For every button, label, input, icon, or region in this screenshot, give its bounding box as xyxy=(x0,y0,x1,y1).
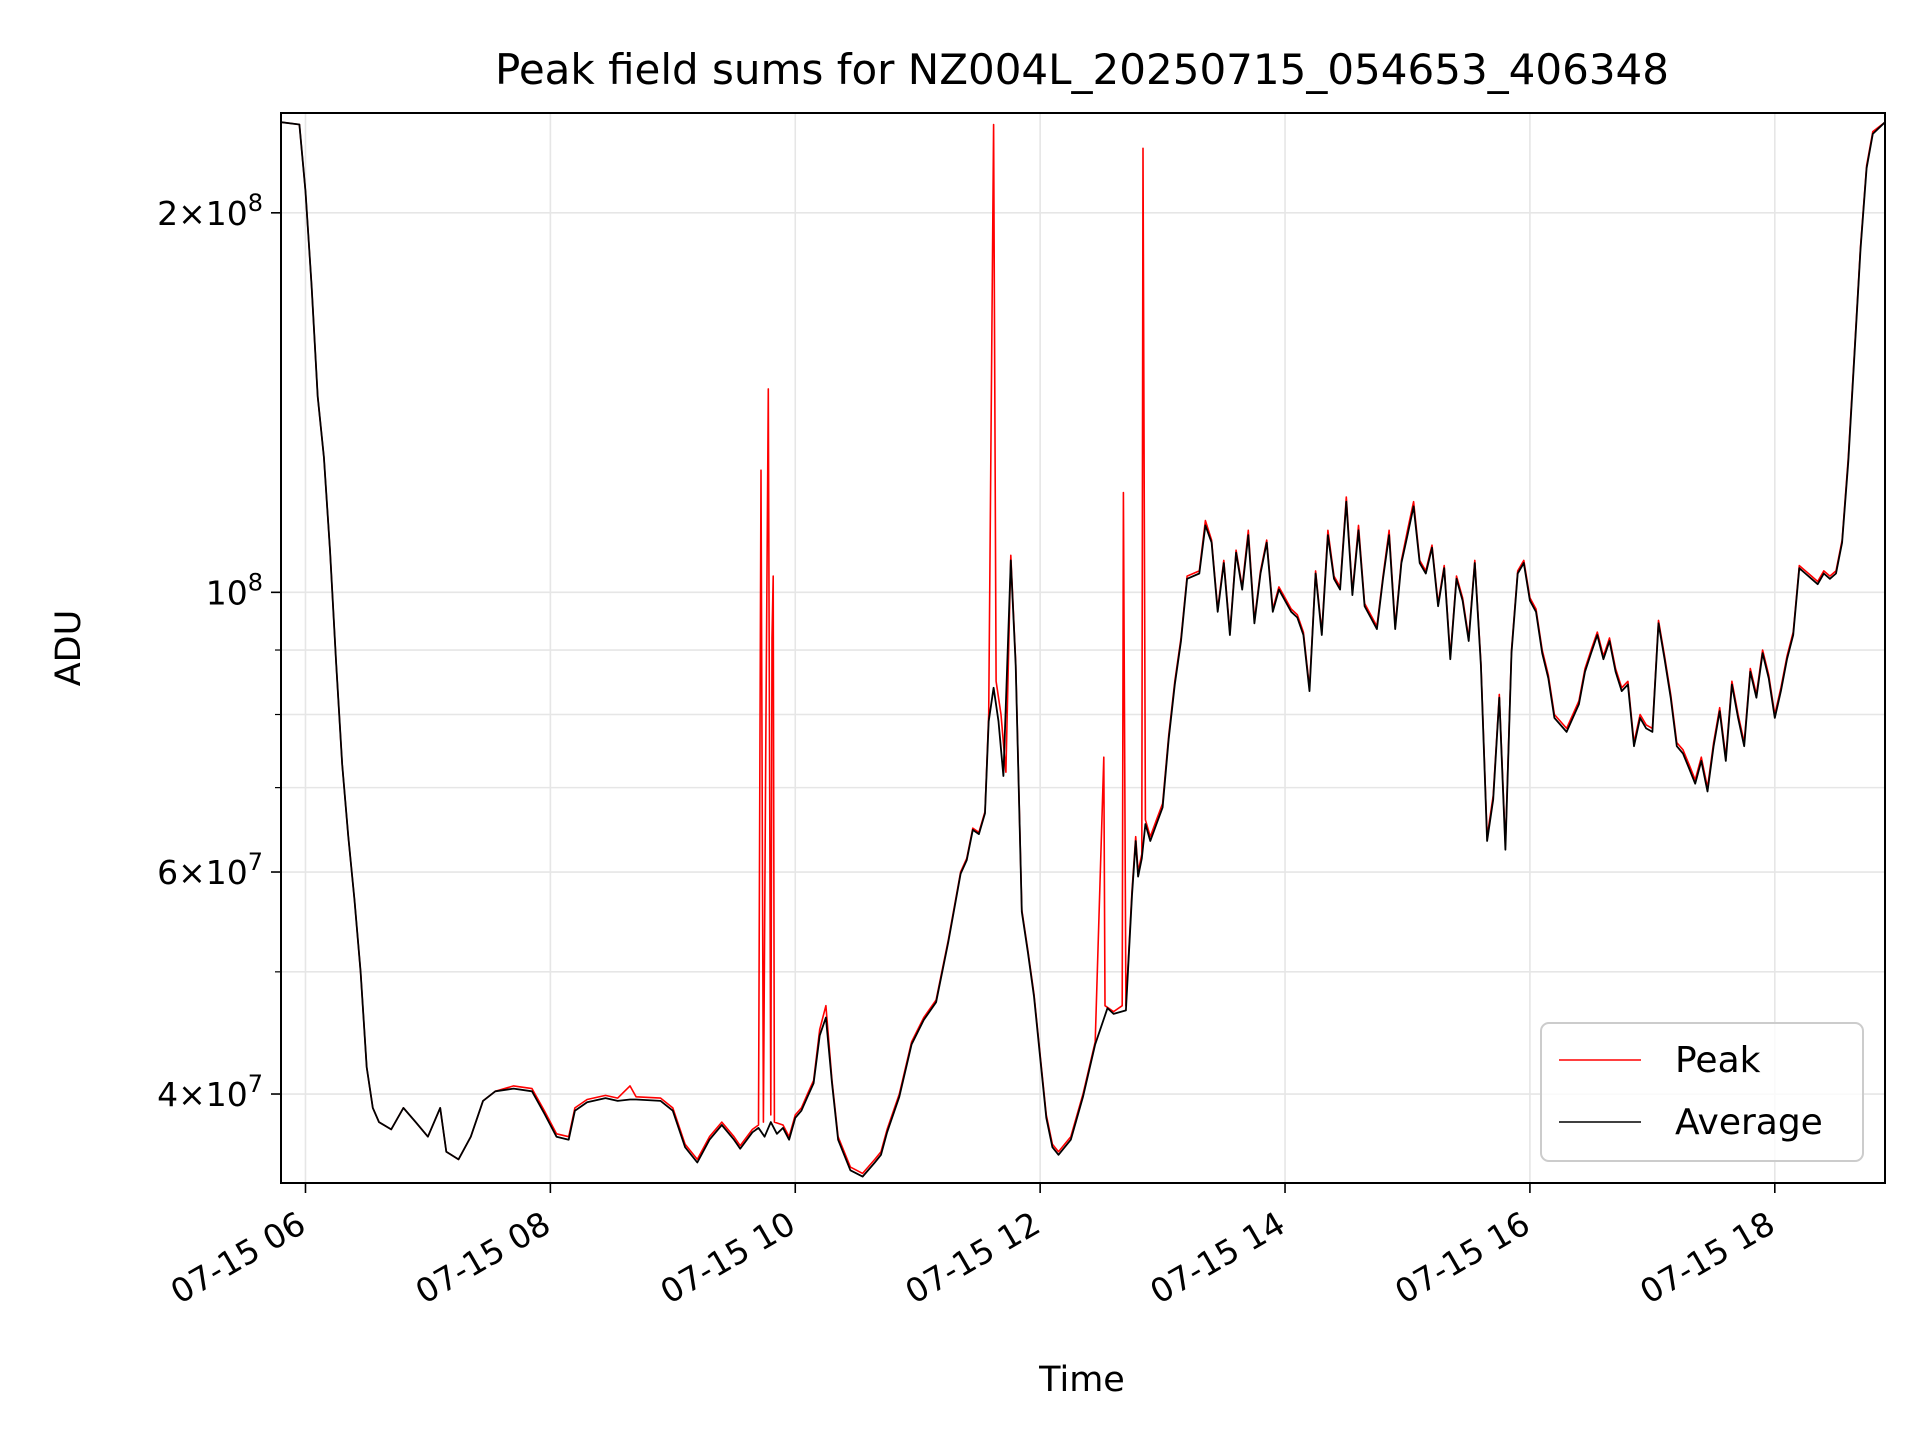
x-axis: 07-15 06 07-15 08 07-15 10 07-15 12 07-15 14… xyxy=(164,1183,1781,1312)
x-tick-label: 07-15 08 xyxy=(409,1204,557,1312)
y-tick-label: 4×107 xyxy=(157,1070,263,1114)
y-tick-times: × xyxy=(178,194,206,233)
y-tick-times: × xyxy=(178,853,206,892)
y-tick-label: 108 xyxy=(206,568,263,612)
chart-title: Peak field sums for NZ004L_20250715_0546… xyxy=(495,45,1669,94)
y-tick-base: 10 xyxy=(206,1075,248,1114)
grid xyxy=(281,113,1885,1183)
y-tick-base: 10 xyxy=(206,853,248,892)
legend-label-peak: Peak xyxy=(1675,1040,1761,1081)
y-tick-exponent: 7 xyxy=(248,1070,263,1098)
x-axis-label: Time xyxy=(1038,1360,1125,1400)
x-tick-label: 07-15 06 xyxy=(164,1204,312,1312)
legend-label-average: Average xyxy=(1675,1102,1823,1143)
y-tick-exponent: 8 xyxy=(248,568,263,596)
legend: Peak Average xyxy=(1540,1022,1864,1162)
y-tick-exponent: 7 xyxy=(248,848,263,876)
x-tick-label: 07-15 12 xyxy=(899,1204,1047,1312)
x-tick-label: 07-15 18 xyxy=(1633,1204,1781,1312)
y-tick-label: 2×108 xyxy=(157,189,263,233)
y-tick-base: 10 xyxy=(206,573,248,612)
y-tick-exponent: 8 xyxy=(248,189,263,217)
legend-box xyxy=(1540,1022,1864,1162)
y-tick-mantissa: 6 xyxy=(157,853,178,892)
series-line-peak xyxy=(281,121,1885,1175)
y-tick-base: 10 xyxy=(206,194,248,233)
y-tick-label: 6×107 xyxy=(157,848,263,892)
series-line-average xyxy=(281,121,1885,1178)
x-tick-label: 07-15 16 xyxy=(1388,1204,1536,1312)
y-tick-mantissa: 2 xyxy=(157,194,178,233)
x-tick-label: 07-15 10 xyxy=(654,1204,802,1312)
y-axis-label: ADU xyxy=(49,610,89,687)
y-tick-times: × xyxy=(178,1075,206,1114)
y-tick-mantissa: 4 xyxy=(157,1075,178,1114)
x-tick-label: 07-15 14 xyxy=(1143,1204,1291,1312)
plot-area-frame xyxy=(280,112,1886,1184)
